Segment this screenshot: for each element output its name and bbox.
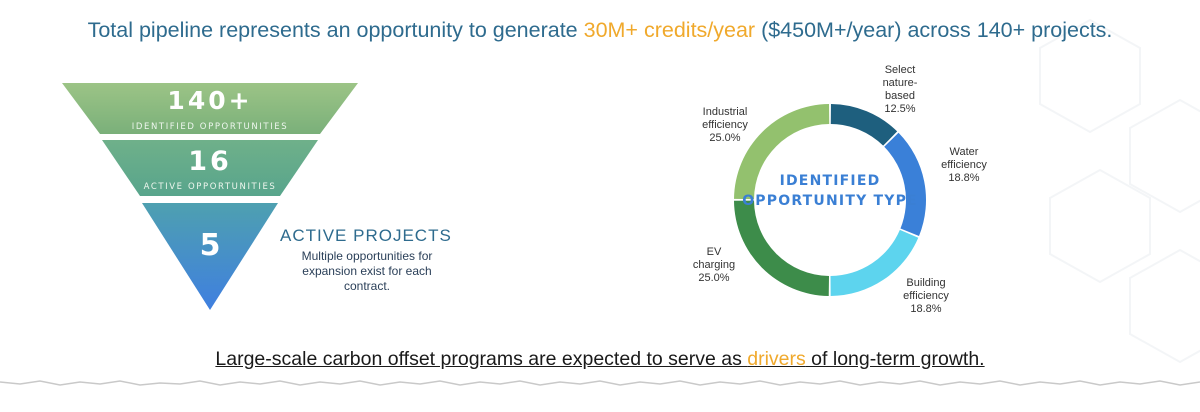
slice-industrial-efficiency <box>734 104 830 200</box>
slice-label-building: Building efficiency 18.8% <box>876 277 976 316</box>
footer-text-end: of long-term growth. <box>805 348 985 370</box>
headline: Total pipeline represents an opportunity… <box>0 18 1200 43</box>
active-projects-description: Multiple opportunities for expansion exi… <box>301 249 433 293</box>
funnel-caption-1: IDENTIFIED OPPORTUNITIES <box>131 122 289 132</box>
slice-nature-based <box>830 104 898 146</box>
slice-label-building-name: Building efficiency <box>903 277 949 302</box>
donut-center-title: IDENTIFIED OPPORTUNITY TYPE <box>742 173 918 209</box>
funnel-level-2 <box>102 140 318 196</box>
funnel-level-3 <box>142 203 278 310</box>
slice-water-efficiency <box>884 132 926 236</box>
active-projects-title: ACTIVE PROJECTS <box>280 226 452 245</box>
footer-statement: Large-scale carbon offset programs are e… <box>0 348 1200 371</box>
headline-text: Total pipeline represents an opportunity… <box>87 18 584 42</box>
funnel-shape <box>62 83 358 310</box>
funnel-number-1: 140+ <box>167 86 253 115</box>
donut-chart <box>734 104 926 296</box>
headline-accent: 30M+ credits/year <box>583 18 756 42</box>
funnel-level-1 <box>62 83 358 134</box>
slice-label-industrial-value: 25.0% <box>709 132 741 144</box>
slice-label-industrial: Industrial efficiency 25.0% <box>675 106 775 145</box>
opportunity-funnel: 140+ IDENTIFIED OPPORTUNITIES 16 ACTIVE … <box>58 80 362 312</box>
funnel-number-2: 16 <box>188 146 232 177</box>
footer-accent: drivers <box>747 348 806 370</box>
slice-label-ev-value: 25.0% <box>698 272 730 284</box>
slice-label-water: Water efficiency 18.8% <box>914 146 1014 185</box>
slice-label-nature-name: Select nature-based <box>882 64 918 102</box>
torn-paper-edge <box>0 380 1200 386</box>
slice-label-industrial-name: Industrial efficiency <box>702 106 748 131</box>
hexagon-background <box>1039 18 1200 364</box>
slice-label-ev: EV charging 25.0% <box>664 246 764 285</box>
slice-building-efficiency <box>830 229 919 296</box>
slice-label-nature: Select nature-based 12.5% <box>850 64 950 116</box>
funnel-caption-2: ACTIVE OPPORTUNITIES <box>143 182 277 192</box>
slice-label-water-value: 18.8% <box>948 172 980 184</box>
slice-ev-charging <box>734 200 830 296</box>
slice-label-building-value: 18.8% <box>910 303 942 315</box>
funnel-number-3: 5 <box>199 228 221 263</box>
footer-text: Large-scale carbon offset programs are e… <box>215 348 748 370</box>
slice-label-ev-name: EV charging <box>692 246 736 271</box>
slice-label-nature-value: 12.5% <box>884 103 916 115</box>
headline-text-end: ($450M+/year) across 140+ projects. <box>755 18 1113 42</box>
slice-label-water-name: Water efficiency <box>941 146 987 171</box>
opportunity-type-donut: IDENTIFIED OPPORTUNITY TYPE <box>730 100 930 300</box>
